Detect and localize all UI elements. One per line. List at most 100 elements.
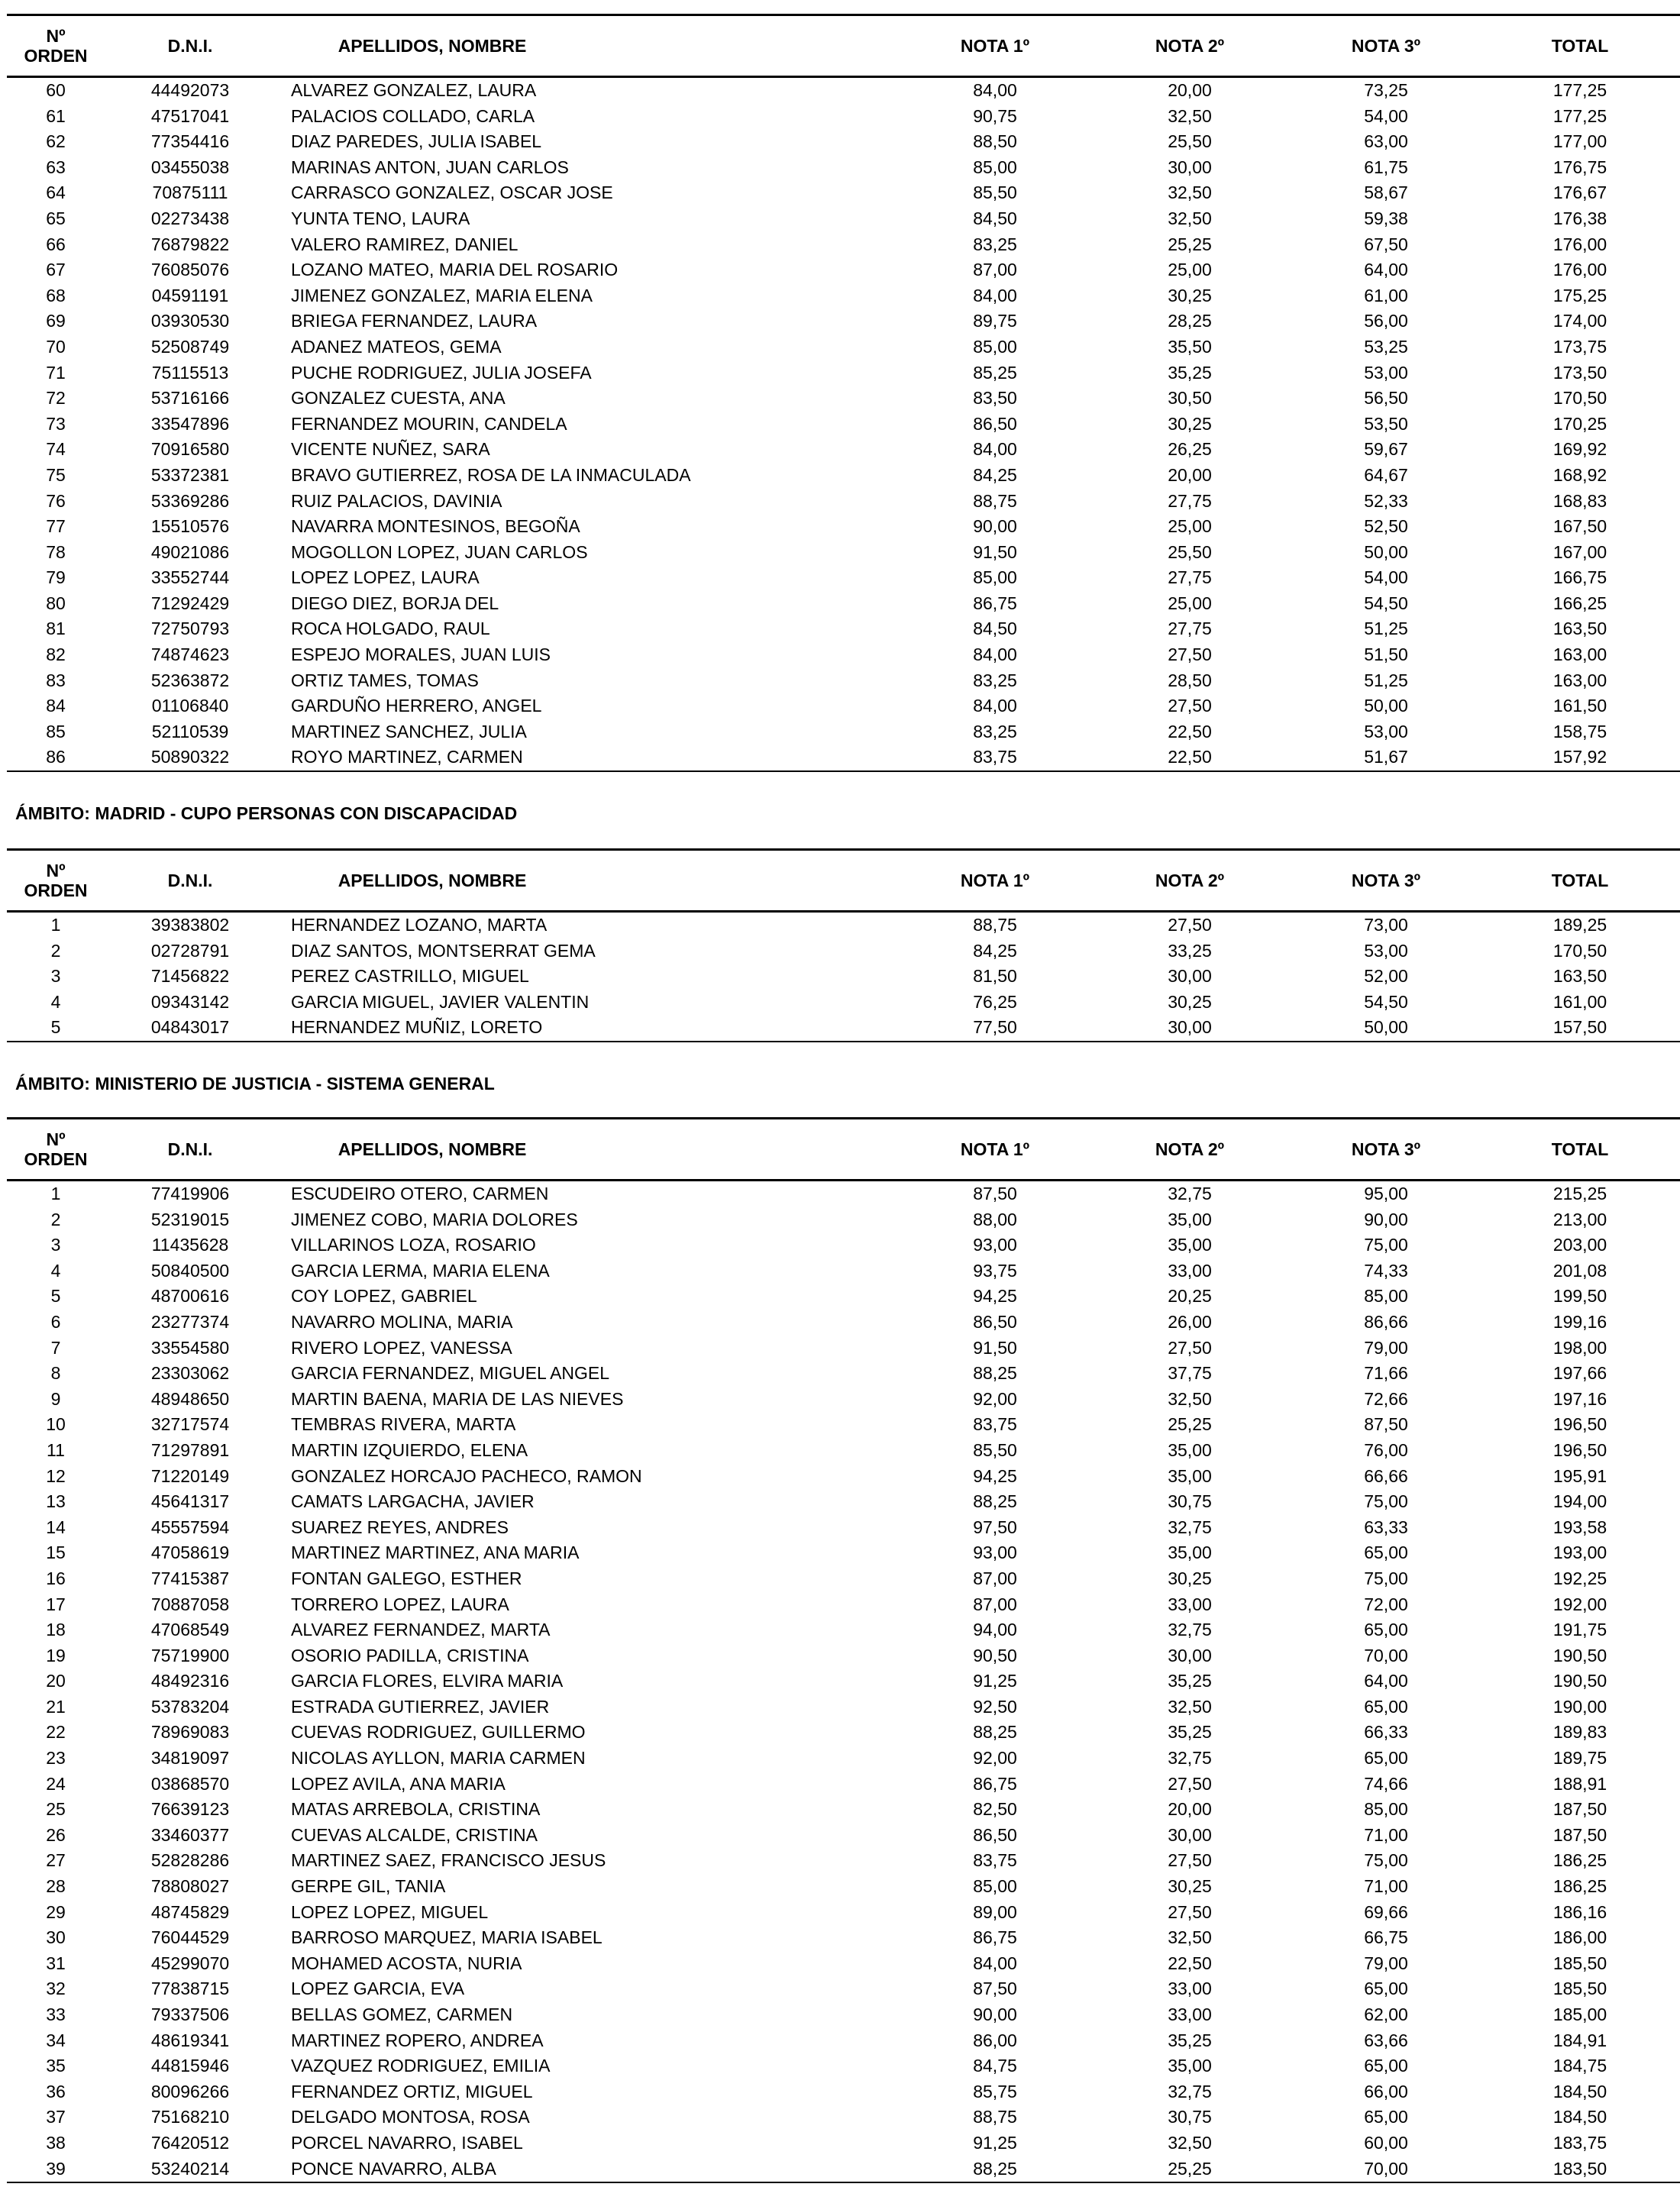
total-cell: 163,00 [1552, 644, 1607, 665]
orden-cell: 5 [50, 1017, 61, 1038]
nota2-cell: 30,50 [1168, 388, 1212, 409]
nota2-cell: 27,75 [1168, 490, 1212, 511]
name-cell: COY LOPEZ, GABRIEL [291, 1286, 477, 1307]
orden-cell: 18 [46, 1620, 66, 1640]
total-cell: 157,50 [1552, 1017, 1607, 1038]
name-cell: MARINAS ANTON, JUAN CARLOS [291, 157, 569, 177]
orden-cell: 27 [46, 1850, 66, 1871]
name-cell: BARROSO MARQUEZ, MARIA ISABEL [291, 1927, 603, 1948]
name-cell: NICOLAS AYLLON, MARIA CARMEN [291, 1748, 586, 1769]
nota3-cell: 51,25 [1364, 670, 1408, 690]
nota2-cell: 25,50 [1168, 541, 1212, 562]
total-cell: 186,16 [1552, 1901, 1607, 1922]
table-row: 78 49021086 MOGOLLON LOPEZ, JUAN CARLOS 91,… [7, 540, 1680, 566]
total-cell: 168,83 [1552, 490, 1607, 511]
dni-cell: 77415387 [150, 1568, 230, 1588]
nota3-cell: 61,75 [1364, 157, 1408, 177]
nota1-cell: 85,00 [973, 336, 1017, 357]
nota1-cell: 90,00 [973, 516, 1017, 537]
orden-cell: 12 [46, 1465, 66, 1486]
table-row: 8 23303062 GARCIA FERNANDEZ, MIGUEL ANGEL 8… [7, 1361, 1680, 1387]
nota3-cell: 95,00 [1364, 1184, 1408, 1203]
total-cell: 163,00 [1552, 670, 1607, 690]
total-cell: 190,50 [1552, 1671, 1607, 1691]
nota3-cell: 54,50 [1364, 991, 1408, 1012]
header-nota3: NOTA 3º [1351, 871, 1421, 890]
orden-cell: 72 [46, 388, 66, 409]
nota2-cell: 26,00 [1168, 1311, 1212, 1332]
total-cell: 161,00 [1552, 991, 1607, 1012]
total-cell: 197,66 [1552, 1363, 1607, 1384]
name-cell: DELGADO MONTOSA, ROSA [291, 2107, 530, 2127]
nota1-cell: 83,25 [973, 721, 1017, 741]
nota2-cell: 33,25 [1168, 940, 1212, 961]
nota1-cell: 88,25 [973, 1491, 1017, 1512]
orden-cell: 29 [46, 1901, 66, 1922]
nota2-cell: 32,50 [1168, 2132, 1212, 2153]
name-cell: ALVAREZ GONZALEZ, LAURA [291, 80, 537, 100]
dni-cell: 48948650 [150, 1388, 230, 1409]
orden-cell: 28 [46, 1876, 66, 1897]
orden-cell: 6 [50, 1311, 61, 1332]
orden-cell: 22 [46, 1722, 66, 1743]
name-cell: DIAZ PAREDES, JULIA ISABEL [291, 131, 542, 152]
total-cell: 170,50 [1552, 388, 1607, 409]
header-nota1: NOTA 1º [960, 36, 1030, 56]
dni-cell: 77838715 [150, 1979, 230, 1999]
total-cell: 176,75 [1552, 157, 1607, 177]
nota2-cell: 35,00 [1168, 2056, 1212, 2076]
orden-cell: 65 [46, 208, 66, 228]
results-table-1: Nº ORDEN D.N.I. APELLIDOS, NOMBRE NOTA 1º NO… [7, 14, 1680, 773]
nota3-cell: 70,00 [1364, 1645, 1408, 1665]
dni-cell: 44492073 [150, 80, 230, 100]
total-cell: 199,16 [1552, 1311, 1607, 1332]
table-row: 61 47517041 PALACIOS COLLADO, CARLA 90,75 32… [7, 104, 1680, 130]
table-row: 1 77419906 ESCUDEIRO OTERO, CARMEN 87,50 32,… [7, 1181, 1680, 1207]
orden-cell: 32 [46, 1979, 66, 1999]
nota2-cell: 35,25 [1168, 1671, 1212, 1691]
nota2-cell: 30,75 [1168, 2107, 1212, 2127]
dni-cell: 33554580 [150, 1337, 230, 1358]
nota3-cell: 65,00 [1364, 1543, 1408, 1563]
name-cell: FERNANDEZ MOURIN, CANDELA [291, 413, 567, 434]
orden-cell: 20 [46, 1671, 66, 1691]
orden-cell: 73 [46, 413, 66, 434]
table-row: 67 76085076 LOZANO MATEO, MARIA DEL ROSARI… [7, 257, 1680, 283]
dni-cell: 48492316 [150, 1671, 230, 1691]
nota1-cell: 84,50 [973, 619, 1017, 639]
nota1-cell: 90,50 [973, 1645, 1017, 1665]
total-cell: 185,50 [1552, 1979, 1607, 1999]
table-row: 75 53372381 BRAVO GUTIERREZ, ROSA DE LA IN… [7, 463, 1680, 489]
table-row: 76 53369286 RUIZ PALACIOS, DAVINIA 88,75 27,… [7, 489, 1680, 515]
dni-cell: 75168210 [150, 2107, 230, 2127]
orden-cell: 82 [46, 644, 66, 665]
total-cell: 196,50 [1552, 1414, 1607, 1435]
nota3-cell: 75,00 [1364, 1235, 1408, 1255]
nota3-cell: 61,00 [1364, 285, 1408, 305]
dni-cell: 02273438 [150, 208, 230, 228]
total-cell: 203,00 [1552, 1235, 1607, 1255]
orden-cell: 11 [47, 1439, 65, 1460]
total-cell: 163,50 [1552, 966, 1607, 987]
orden-cell: 84 [46, 696, 66, 716]
nota2-cell: 26,25 [1168, 439, 1212, 460]
nota2-cell: 32,50 [1168, 183, 1212, 203]
nota3-cell: 53,50 [1364, 413, 1408, 434]
name-cell: PALACIOS COLLADO, CARLA [291, 105, 535, 126]
dni-cell: 76085076 [150, 260, 230, 280]
nota3-cell: 53,00 [1364, 362, 1408, 383]
table-row: 11 71297891 MARTIN IZQUIERDO, ELENA 85,50 35… [7, 1438, 1680, 1464]
total-cell: 201,08 [1552, 1260, 1607, 1281]
name-cell: VICENTE NUÑEZ, SARA [291, 439, 490, 460]
nota1-cell: 85,50 [973, 1439, 1017, 1460]
header-dni: D.N.I. [167, 871, 213, 890]
nota3-cell: 66,00 [1364, 2081, 1408, 2101]
dni-cell: 23303062 [150, 1363, 230, 1384]
table-row: 31 45299070 MOHAMED ACOSTA, NURIA 84,00 22,5… [7, 1951, 1680, 1977]
dni-cell: 53783204 [150, 1696, 230, 1717]
name-cell: LOZANO MATEO, MARIA DEL ROSARIO [291, 260, 619, 280]
orden-cell: 83 [46, 670, 66, 690]
nota2-cell: 25,00 [1168, 260, 1212, 280]
dni-cell: 78808027 [150, 1876, 230, 1897]
total-cell: 166,25 [1552, 593, 1607, 613]
